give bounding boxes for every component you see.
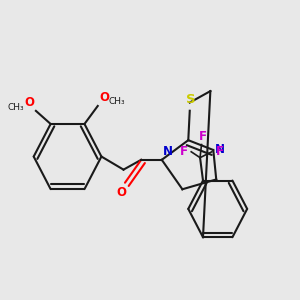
Text: O: O [99,91,109,104]
Text: N: N [215,143,225,157]
Text: CH₃: CH₃ [108,97,125,106]
Text: F: F [199,130,207,143]
Text: CH₃: CH₃ [8,103,24,112]
Text: S: S [186,94,196,106]
Text: F: F [180,145,188,158]
Text: O: O [116,186,126,199]
Text: N: N [163,145,173,158]
Text: O: O [24,96,34,109]
Text: F: F [216,145,224,158]
